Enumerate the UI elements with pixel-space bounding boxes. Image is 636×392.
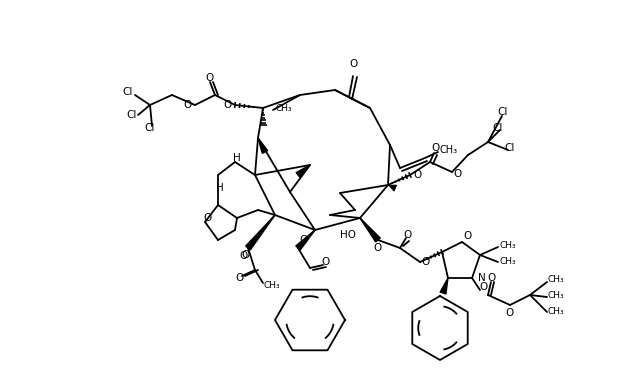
Text: O: O — [488, 273, 496, 283]
Text: Cl: Cl — [123, 87, 133, 97]
Polygon shape — [258, 138, 268, 153]
Text: O: O — [506, 308, 514, 318]
Text: CH₃: CH₃ — [548, 307, 565, 316]
Text: O: O — [431, 143, 439, 153]
Text: O: O — [414, 170, 422, 180]
Text: O: O — [239, 251, 247, 261]
Text: O: O — [479, 282, 487, 292]
Text: CH₃: CH₃ — [440, 145, 458, 155]
Text: N: N — [478, 273, 486, 283]
Text: O: O — [183, 100, 191, 110]
Text: Cl: Cl — [145, 123, 155, 133]
Text: Cl: Cl — [127, 110, 137, 120]
Text: CH₃: CH₃ — [548, 290, 565, 299]
Text: CH₃: CH₃ — [264, 281, 280, 290]
Text: Cl: Cl — [498, 107, 508, 117]
Text: Cl: Cl — [505, 143, 515, 153]
Text: O: O — [236, 273, 244, 283]
Text: CH₃: CH₃ — [500, 258, 516, 267]
Text: O: O — [349, 59, 357, 69]
Text: O: O — [321, 257, 329, 267]
Text: O: O — [404, 230, 412, 240]
Text: O: O — [422, 257, 430, 267]
Text: CH₃: CH₃ — [548, 276, 565, 285]
Text: CH₃: CH₃ — [500, 241, 516, 249]
Polygon shape — [245, 215, 275, 250]
Text: O: O — [223, 100, 231, 110]
Text: O: O — [241, 250, 249, 260]
Text: O: O — [463, 231, 471, 241]
Text: O: O — [374, 243, 382, 253]
Text: O: O — [203, 213, 211, 223]
Text: Cl: Cl — [493, 123, 503, 133]
Text: O: O — [206, 73, 214, 83]
Polygon shape — [296, 230, 315, 250]
Polygon shape — [360, 218, 380, 242]
Text: HO: HO — [340, 230, 356, 240]
Text: H: H — [233, 153, 241, 163]
Text: H: H — [216, 183, 224, 193]
Polygon shape — [296, 165, 310, 177]
Text: CH₃: CH₃ — [275, 103, 292, 113]
Text: O: O — [453, 169, 461, 179]
Polygon shape — [440, 278, 448, 294]
Text: O: O — [299, 235, 307, 245]
